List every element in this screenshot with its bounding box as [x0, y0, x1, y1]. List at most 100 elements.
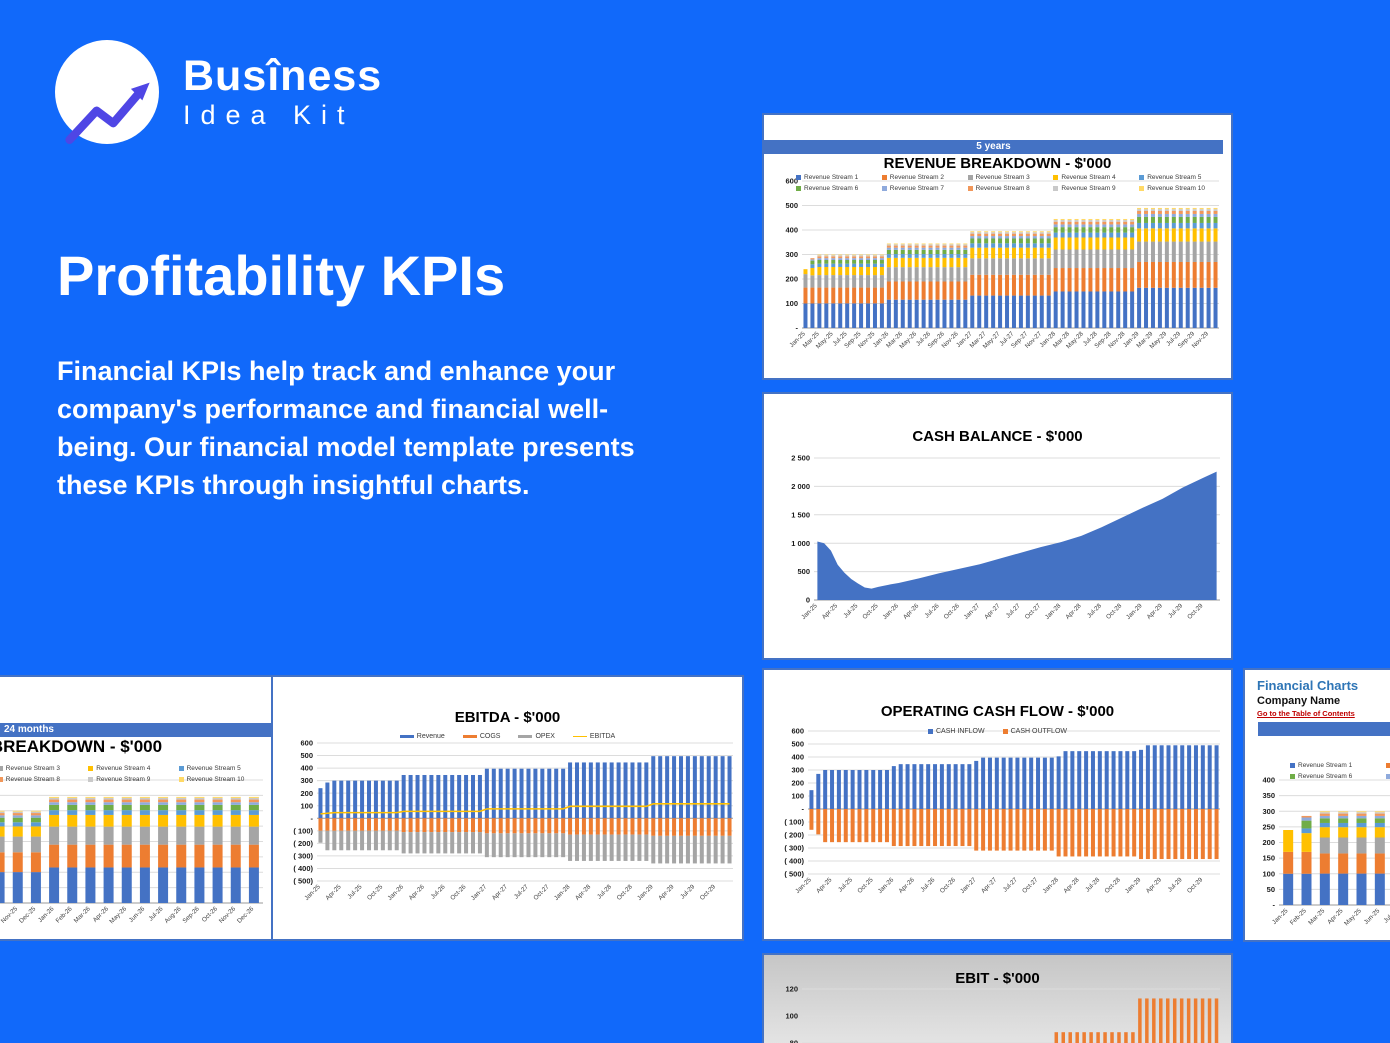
ebit-panel: 12010080604020-Jan-25Apr-25Jul-25Oct-25J… [762, 953, 1233, 1043]
legend-item: Revenue Stream 1 [796, 174, 880, 181]
svg-text:Jan-29: Jan-29 [636, 883, 655, 902]
svg-text:Feb-25: Feb-25 [1289, 907, 1308, 926]
svg-text:Oct-26: Oct-26 [939, 876, 958, 895]
svg-text:( 400): ( 400) [784, 857, 804, 866]
svg-text:80: 80 [790, 1039, 798, 1043]
legend-item: COGS [462, 733, 500, 740]
svg-text:Jan-26: Jan-26 [387, 883, 406, 902]
svg-text:Apr-25: Apr-25 [324, 883, 343, 902]
legend-item: Revenue Stream 4 [88, 765, 176, 772]
svg-text:2 000: 2 000 [791, 482, 810, 491]
svg-text:Oct-26: Oct-26 [449, 883, 468, 902]
svg-text:Jul-29: Jul-29 [679, 883, 696, 900]
svg-text:Apr-25: Apr-25 [1326, 907, 1345, 926]
cash-balance-panel: 2 500 2 000 1 500 1 000 500 0 Jan-25 Apr-25 Jul-… [762, 392, 1233, 660]
legend-item: Revenue Stream 4 [1053, 174, 1137, 181]
legend-item: Revenue Stream 9 [1053, 185, 1137, 192]
legend-item: Revenue Stream 3 [967, 174, 1052, 181]
svg-text:50: 50 [1267, 885, 1275, 894]
svg-text:-: - [796, 324, 799, 333]
svg-text:Oct-29: Oct-29 [699, 883, 718, 902]
svg-text:Oct-28: Oct-28 [1104, 876, 1123, 895]
svg-text:Jun-26: Jun-26 [128, 905, 147, 924]
svg-text:Feb-26: Feb-26 [55, 905, 74, 924]
svg-text:Jan-25: Jan-25 [794, 876, 813, 895]
legend-item: Revenue Stream 3 [0, 765, 86, 772]
legend-item: Revenue Stream 1 [1290, 762, 1384, 769]
svg-text:May-26: May-26 [108, 905, 128, 925]
svg-text:Mar-26: Mar-26 [73, 905, 92, 924]
svg-text:Jan-28: Jan-28 [1041, 876, 1060, 895]
legend-item: CASH INFLOW [927, 728, 985, 735]
legend-item: Revenue Stream 5 [1139, 174, 1223, 181]
brand-tagline: Idea Kit [183, 100, 355, 130]
svg-text:Jul-28: Jul-28 [1086, 602, 1103, 619]
financial-charts-title: Financial Charts [1257, 678, 1359, 693]
svg-text:100: 100 [785, 1012, 798, 1021]
svg-text:Jul-27: Jul-27 [1002, 876, 1019, 893]
svg-text:120: 120 [785, 985, 798, 994]
chart-title: EBITDA - $'000 [454, 709, 561, 726]
svg-text:200: 200 [785, 275, 798, 284]
legend-item: OPEX [518, 733, 555, 740]
svg-text:Oct-29: Oct-29 [1186, 876, 1205, 895]
svg-text:( 200): ( 200) [293, 839, 313, 848]
svg-text:-: - [802, 805, 805, 814]
svg-text:Apr-29: Apr-29 [657, 883, 676, 902]
svg-text:500: 500 [785, 201, 798, 210]
period-badge: 24 months [0, 723, 271, 737]
svg-text:Oct-26: Oct-26 [943, 602, 962, 621]
table-of-contents-link[interactable]: Go to the Table of Contents [1257, 709, 1355, 718]
svg-text:( 400): ( 400) [293, 864, 313, 873]
svg-text:Jul-28: Jul-28 [596, 883, 613, 900]
svg-text:Dec-25: Dec-25 [18, 905, 38, 925]
legend-item: EBITDA [572, 733, 615, 740]
operating-cash-flow-panel: 600 500 400 300 200 100 - ( 100) ( 200) ( 300) ( 4… [762, 668, 1233, 941]
svg-text:Apr-26: Apr-26 [92, 905, 111, 924]
svg-text:( 500): ( 500) [293, 877, 313, 886]
period-badge: 5 years [764, 140, 1223, 154]
svg-text:Jul-27: Jul-27 [513, 883, 530, 900]
svg-text:Apr-25: Apr-25 [815, 876, 834, 895]
svg-text:100: 100 [791, 792, 804, 801]
legend-item: Revenue [399, 733, 445, 740]
svg-text:Jul-28: Jul-28 [1084, 876, 1101, 893]
trend-arrow-icon [55, 40, 159, 144]
svg-text:Oct-25: Oct-25 [861, 602, 880, 621]
svg-text:Jul-29: Jul-29 [1167, 876, 1184, 893]
svg-text:300: 300 [300, 776, 313, 785]
svg-text:Jan-29: Jan-29 [1124, 876, 1143, 895]
svg-text:( 300): ( 300) [784, 844, 804, 853]
svg-text:200: 200 [300, 789, 313, 798]
svg-text:200: 200 [1262, 838, 1275, 847]
svg-text:Oct-29: Oct-29 [1186, 602, 1205, 621]
company-name: Company Name [1257, 695, 1341, 707]
svg-text:500: 500 [300, 751, 313, 760]
svg-text:500: 500 [791, 740, 804, 749]
revenue-breakdown-24m-chart: 40035030025020015010050-Jan-25Feb-25Mar-… [0, 779, 263, 925]
svg-text:Nov-25: Nov-25 [0, 905, 20, 925]
svg-text:350: 350 [1262, 791, 1275, 800]
svg-text:Jul-25: Jul-25 [346, 883, 363, 900]
svg-text:Jul-25: Jul-25 [837, 876, 854, 893]
svg-text:Apr-26: Apr-26 [902, 602, 921, 621]
brand-name: Busîness [183, 52, 383, 100]
legend-item: CASH OUTFLOW [1002, 728, 1067, 735]
operating-cash-flow-chart: 600 500 400 300 200 100 - ( 100) ( 200) ( 300) ( 4… [784, 727, 1220, 895]
legend-item: Revenue Stream 10 [178, 776, 267, 783]
svg-text:Apr-26: Apr-26 [898, 876, 917, 895]
svg-text:100: 100 [300, 801, 313, 810]
chart-title: EBIT - $'000 [955, 970, 1040, 987]
svg-text:Jan-27: Jan-27 [959, 876, 978, 895]
svg-text:Dec-26: Dec-26 [236, 905, 256, 925]
svg-text:Jul-27: Jul-27 [1005, 602, 1022, 619]
svg-text:Oct-25: Oct-25 [856, 876, 875, 895]
hero-description: Financial KPIs help track and enhance yo… [57, 356, 635, 500]
revenue-breakdown-5y-panel: 600 500 400 300 200 100- Jan-25 Mar-25 May-25 Jul… [762, 113, 1233, 380]
svg-text:Jun-25: Jun-25 [1363, 907, 1382, 926]
svg-text:Oct-25: Oct-25 [366, 883, 385, 902]
svg-text:Oct-28: Oct-28 [1105, 602, 1124, 621]
svg-text:Apr-26: Apr-26 [408, 883, 427, 902]
